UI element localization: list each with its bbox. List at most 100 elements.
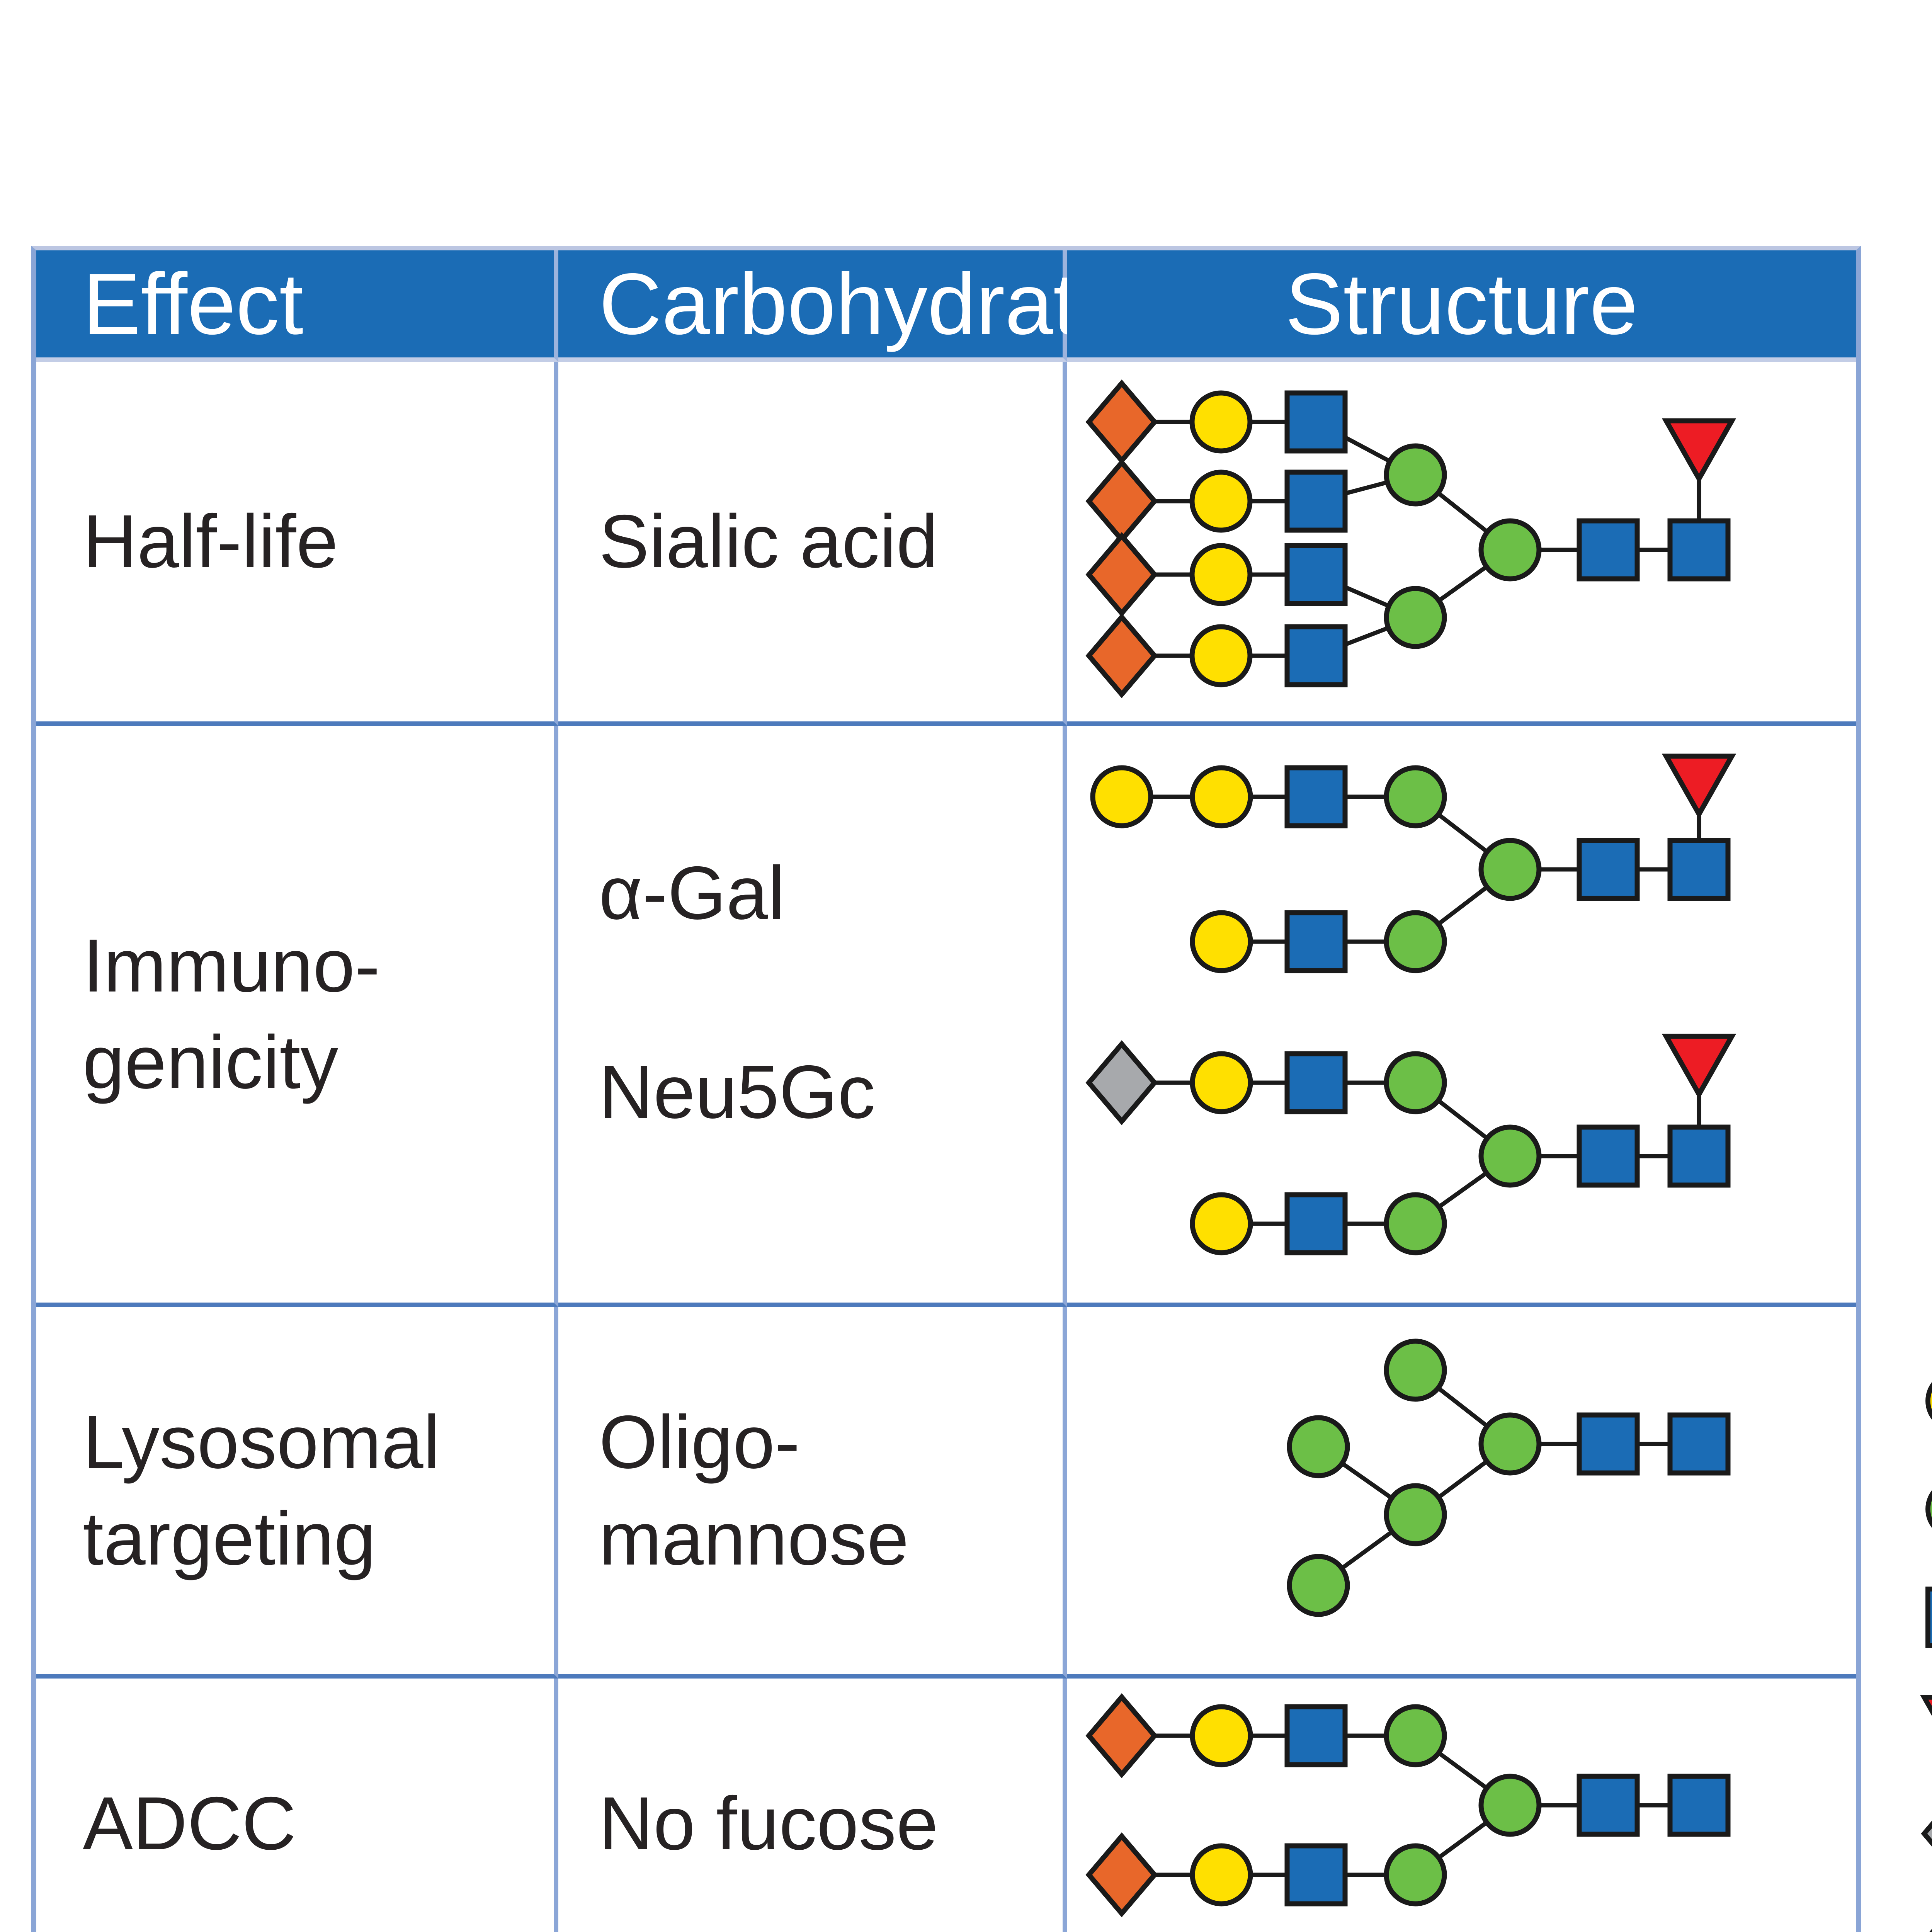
neu5gc-node [1921, 1820, 1932, 1847]
man-node [1287, 1554, 1350, 1617]
legend-item-fuc: Fuc [1918, 1671, 1932, 1779]
carbohydrate-no-fucose: No fucose [558, 1679, 1067, 1932]
glycan-structure-oligomannose [1287, 1338, 1731, 1617]
man-node [1384, 910, 1447, 973]
neu5ac-node [1085, 613, 1158, 699]
glycan-structure-alpha-gal-and-neu5gc-biantennary [1085, 753, 1736, 1255]
structure-cell-no-fucose [1067, 1679, 1856, 1932]
man-node [1384, 1704, 1447, 1767]
glycan-effects-table: Effect Carbohydrate Structure Half-life … [31, 246, 1861, 1932]
effect-lysosomal-targeting: Lysosomal targeting [36, 1307, 558, 1679]
glcnac-node [1577, 1774, 1640, 1837]
glcnac-node [1284, 624, 1348, 687]
glcnac-node [1667, 518, 1731, 582]
man-node [1384, 765, 1447, 828]
structure-cell-sialylated [1067, 362, 1856, 726]
legend-item-neu5ac: Neu5Ac [1918, 1888, 1932, 1932]
effect-label: Half-life [83, 499, 338, 584]
glcnac-icon [1918, 1576, 1932, 1659]
gal-icon [1918, 1359, 1932, 1442]
legend-item-gal: Gal [1918, 1347, 1932, 1455]
glcnac-node [1667, 838, 1731, 901]
effect-label: genicity [83, 1020, 338, 1104]
neu5gc-node [1085, 1040, 1158, 1126]
legend-item-glcnac: GlcNAc [1918, 1563, 1932, 1671]
man-node [1384, 586, 1447, 649]
glcnac-node [1284, 543, 1348, 606]
man-node [1925, 1490, 1932, 1528]
glcnac-node [1667, 1774, 1731, 1837]
effect-label: ADCC [83, 1781, 296, 1866]
glcnac-node [1284, 1051, 1348, 1114]
carbohydrate-oligomannose: Oligo- mannose [558, 1307, 1067, 1679]
glcnac-node [1667, 1124, 1731, 1188]
neu5ac-node [1085, 532, 1158, 617]
legend-item-neu5gc: Neu5Gc [1918, 1779, 1932, 1888]
man-node [1384, 1051, 1447, 1114]
gal-node [1190, 1843, 1253, 1906]
carbohydrate-label: Sialic acid [599, 499, 938, 584]
glcnac-node [1284, 1843, 1348, 1906]
header-carbohydrate: Carbohydrate [558, 250, 1126, 362]
glcnac-node [1577, 1412, 1640, 1476]
effect-adcc: ADCC [36, 1679, 558, 1932]
gal-node [1190, 1704, 1253, 1767]
man-node [1478, 838, 1542, 901]
carbohydrate-label-neu5gc: Neu5Gc [599, 1050, 876, 1134]
glcnac-node [1284, 765, 1348, 828]
neu5ac-node [1085, 1832, 1158, 1918]
carbohydrate-label: No fucose [599, 1781, 938, 1866]
header-structure: Structure [1067, 250, 1856, 362]
glcnac-node [1577, 838, 1640, 901]
man-node [1478, 518, 1542, 582]
glcnac-node [1925, 1586, 1932, 1648]
glcnac-node [1284, 1192, 1348, 1255]
man-node [1478, 1412, 1542, 1476]
glycan-structure-tetra-antennary-sialylated-fucosylated [1085, 379, 1736, 699]
fuc-node [1920, 1694, 1932, 1716]
man-node [1384, 1483, 1447, 1546]
gal-node [1925, 1381, 1932, 1420]
carbohydrate-label: mannose [599, 1496, 909, 1581]
man-node [1287, 1415, 1350, 1478]
fuc-node [1662, 1034, 1736, 1100]
carbohydrate-immunogenicity: α-Gal Neu5Gc [558, 726, 1067, 1307]
fuc-icon [1918, 1684, 1932, 1767]
man-node [1384, 443, 1447, 507]
effect-label: Immuno- [83, 923, 380, 1008]
effect-half-life: Half-life [36, 362, 558, 726]
man-node [1478, 1774, 1542, 1837]
gal-node [1190, 765, 1253, 828]
carbohydrate-sialic-acid: Sialic acid [558, 362, 1067, 726]
glcnac-node [1284, 469, 1348, 533]
header-effect: Effect [36, 250, 558, 362]
carbohydrate-label: Oligo- [599, 1400, 800, 1484]
effect-label: targeting [83, 1496, 376, 1581]
gal-node [1190, 1192, 1253, 1255]
fuc-node [1662, 753, 1736, 820]
carbohydrate-label-alpha-gal: α-Gal [599, 851, 785, 935]
glycan-structure-afucosylated-biantennary [1085, 1693, 1731, 1918]
monosaccharide-legend: GalManGlcNAcFucNeu5GcNeu5Ac [1918, 1347, 1932, 1932]
effect-immunogenicity: Immuno- genicity [36, 726, 558, 1307]
man-node [1384, 1338, 1447, 1402]
neu5ac-icon [1918, 1900, 1932, 1932]
neu5ac-node [1085, 379, 1158, 465]
neu5ac-node [1085, 1693, 1158, 1779]
glcnac-node [1667, 1412, 1731, 1476]
gal-node [1190, 1051, 1253, 1114]
man-node [1478, 1124, 1542, 1188]
glcnac-node [1284, 910, 1348, 973]
neu5ac-node [1085, 458, 1158, 544]
gal-node [1189, 543, 1253, 606]
glcnac-node [1577, 518, 1640, 582]
glcnac-node [1284, 1704, 1348, 1767]
effect-label: Lysosomal [83, 1400, 440, 1484]
gal-node [1190, 910, 1253, 973]
glcnac-node [1284, 390, 1348, 454]
man-icon [1918, 1468, 1932, 1551]
gal-node [1189, 469, 1253, 533]
gal-node [1090, 765, 1153, 828]
neu5ac-node [1929, 1929, 1932, 1932]
